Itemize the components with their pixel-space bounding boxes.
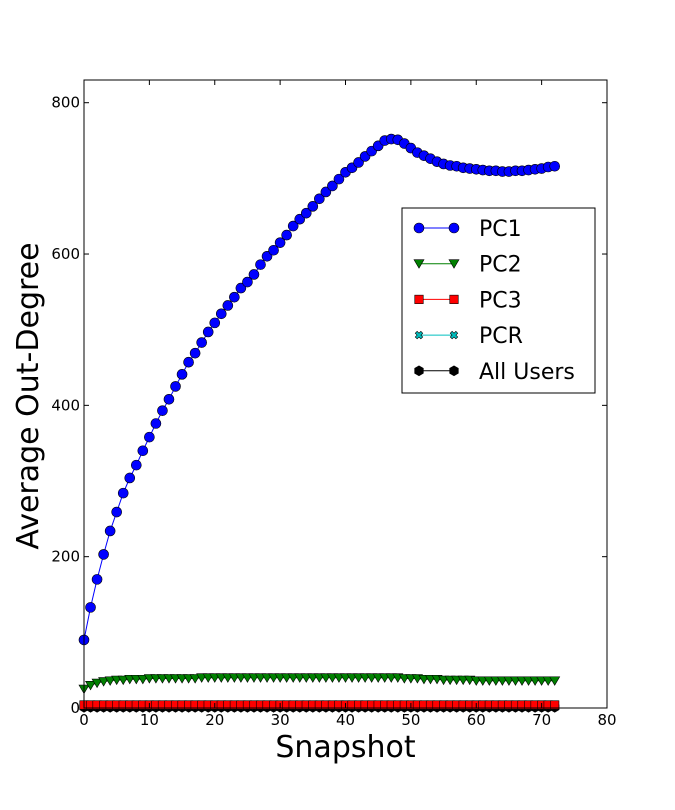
data-point	[163, 393, 175, 405]
data-point	[307, 201, 319, 212]
legend: PC1 PC2 PC3 PCR All Users	[401, 207, 596, 394]
legend-label: PC3	[479, 288, 522, 313]
data-point	[111, 506, 122, 518]
data-point	[98, 549, 109, 560]
data-point	[333, 173, 345, 185]
data-point	[242, 276, 253, 288]
data-point	[287, 220, 299, 232]
legend-item: All Users	[414, 360, 575, 385]
data-point	[98, 677, 110, 687]
data-point	[281, 229, 292, 241]
data-point	[235, 282, 247, 294]
data-point	[144, 431, 155, 443]
data-point	[137, 445, 149, 457]
x-tick-label: 80	[597, 711, 616, 729]
data-point	[353, 157, 364, 168]
data-point	[202, 326, 214, 338]
legend-label: PCR	[479, 324, 523, 349]
x-axis-label: Snapshot	[275, 730, 415, 765]
data-point	[229, 291, 240, 303]
legend-marker	[448, 259, 460, 269]
data-point	[215, 308, 227, 320]
legend-marker	[449, 294, 459, 304]
legend-marker	[449, 365, 459, 377]
x-tick-label: 0	[79, 711, 89, 729]
data-point	[85, 602, 96, 613]
data-point	[104, 525, 116, 537]
legend-label: PC2	[479, 253, 522, 278]
data-point	[91, 574, 103, 585]
x-tick-label: 50	[401, 711, 420, 729]
legend-marker	[413, 259, 425, 269]
data-point	[248, 269, 260, 280]
y-tick-label: 0	[70, 699, 80, 717]
data-point	[137, 674, 149, 685]
x-tick-label: 70	[532, 711, 551, 729]
data-point	[549, 676, 561, 686]
data-point	[300, 207, 312, 219]
data-point	[150, 418, 162, 429]
y-tick-label: 400	[51, 396, 80, 414]
series-pc3	[79, 700, 560, 710]
data-point	[189, 674, 201, 684]
data-point	[327, 180, 338, 192]
legend-item: PC2	[413, 253, 522, 278]
data-point	[131, 459, 142, 471]
x-tick-label: 20	[205, 711, 224, 729]
legend-marker	[448, 222, 460, 234]
legend-item: PCR	[414, 324, 523, 349]
legend-marker	[414, 365, 424, 377]
data-point	[176, 369, 188, 380]
data-point	[222, 300, 234, 311]
legend-marker	[413, 222, 425, 234]
x-tick-label: 30	[271, 711, 290, 729]
legend-label: PC1	[479, 217, 522, 242]
legend-item: PC3	[414, 288, 522, 313]
data-point	[183, 356, 194, 368]
legend-box	[401, 207, 596, 394]
data-point	[550, 700, 560, 710]
data-point	[189, 347, 201, 359]
series-pc2	[78, 673, 561, 695]
legend-label: All Users	[479, 360, 575, 385]
series-layer	[78, 133, 561, 713]
data-point	[91, 678, 103, 689]
data-point	[104, 676, 116, 686]
legend-marker	[449, 330, 459, 340]
data-point	[157, 405, 168, 416]
data-point	[255, 259, 266, 270]
legend-marker	[414, 294, 424, 304]
data-point	[320, 186, 332, 198]
data-point	[294, 213, 306, 225]
x-tick-label: 60	[467, 711, 486, 729]
series-pc1	[78, 133, 561, 646]
data-point	[314, 193, 325, 205]
data-point	[124, 472, 136, 484]
data-point	[117, 487, 129, 499]
data-point	[549, 160, 561, 172]
legend-marker	[414, 330, 424, 340]
legend-item: PC1	[413, 217, 522, 242]
data-point	[85, 681, 97, 691]
data-point	[268, 244, 279, 256]
data-point	[274, 237, 286, 248]
data-point	[117, 675, 129, 686]
y-tick-label: 200	[51, 548, 80, 566]
data-point	[170, 381, 181, 392]
data-point	[261, 250, 273, 262]
x-tick-label: 10	[140, 711, 159, 729]
y-axis-label: Average Out-Degree	[11, 242, 46, 549]
data-point	[209, 317, 221, 329]
data-point	[196, 337, 207, 348]
y-tick-label: 800	[51, 94, 80, 112]
y-tick-label: 600	[51, 245, 80, 263]
x-tick-label: 40	[336, 711, 355, 729]
